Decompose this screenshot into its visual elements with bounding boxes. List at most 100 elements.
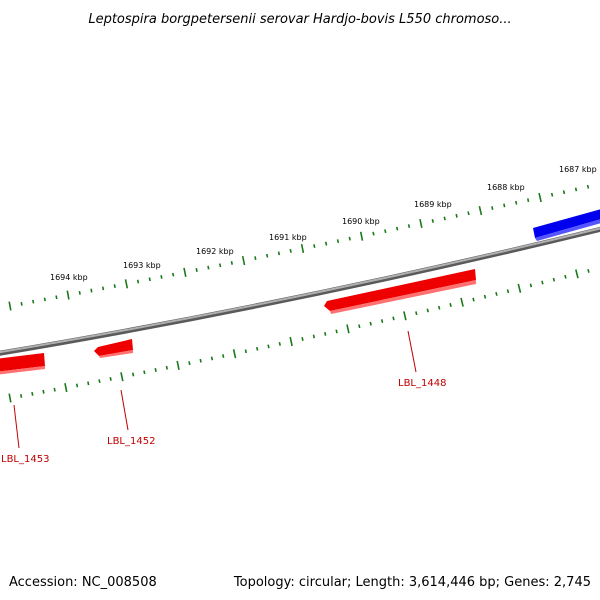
minor-tick [254, 256, 257, 261]
major-tick [8, 301, 12, 311]
minor-tick [154, 368, 157, 372]
minor-tick [53, 387, 56, 392]
minor-tick [472, 297, 475, 302]
major-tick [8, 393, 12, 403]
minor-tick [78, 290, 81, 295]
minor-tick [467, 211, 470, 216]
minor-tick [562, 190, 566, 195]
minor-tick [348, 236, 351, 241]
major-tick [403, 311, 407, 321]
major-tick [517, 283, 522, 293]
scale-label: 1689 kbp [414, 200, 452, 209]
minor-tick [188, 361, 191, 366]
minor-tick [195, 268, 198, 272]
minor-tick [503, 203, 506, 208]
major-tick [176, 360, 180, 370]
minor-tick [55, 295, 58, 300]
minor-tick [172, 272, 175, 277]
minor-tick [335, 329, 338, 334]
minor-tick [491, 206, 494, 210]
minor-tick [586, 184, 590, 189]
minor-tick [515, 200, 518, 205]
major-tick [478, 206, 483, 216]
minor-tick [101, 286, 105, 291]
map-title: Leptospira borgpetersenii serovar Hardjo… [88, 12, 511, 27]
minor-tick [222, 354, 225, 358]
major-tick [183, 267, 187, 277]
gene-label-lbl-1452[interactable]: LBL_1452 [107, 436, 155, 447]
minor-tick [426, 308, 429, 313]
minor-tick [143, 370, 146, 375]
gene-lbl-1452[interactable] [94, 339, 133, 358]
minor-tick [244, 349, 247, 354]
minor-tick [20, 301, 23, 306]
minor-tick [218, 263, 222, 268]
major-tick [120, 372, 124, 382]
minor-tick [415, 311, 418, 316]
minor-tick [301, 337, 304, 341]
scale-label: 1690 kbp [342, 217, 380, 226]
scale-label: 1691 kbp [269, 233, 307, 242]
minor-tick [380, 319, 384, 323]
minor-tick [267, 344, 270, 349]
minor-tick [552, 277, 556, 282]
scale-label: 1687 kbp [559, 165, 597, 174]
minor-tick [90, 288, 93, 293]
minor-tick [449, 303, 452, 307]
minor-tick [160, 275, 163, 279]
minor-tick [148, 277, 151, 282]
minor-tick [541, 280, 544, 285]
minor-tick [384, 229, 387, 234]
minor-tick [431, 219, 434, 223]
scale-label: 1692 kbp [196, 247, 234, 256]
minor-tick [506, 289, 510, 294]
major-tick [232, 349, 237, 359]
gene-lbl-1448[interactable] [324, 269, 476, 314]
minor-tick [230, 261, 233, 265]
minor-tick [113, 284, 116, 289]
minor-tick [20, 394, 23, 398]
gene-reverse[interactable] [533, 208, 600, 241]
major-tick [66, 290, 70, 300]
minor-tick [289, 249, 292, 253]
minor-tick [98, 379, 101, 384]
major-tick [289, 336, 293, 347]
minor-tick [278, 342, 281, 346]
minor-tick [529, 283, 533, 288]
chromosome-backbone [0, 226, 600, 356]
minor-tick [207, 265, 210, 270]
minor-tick [392, 316, 395, 321]
minor-tick [87, 381, 90, 386]
major-tick [419, 218, 423, 229]
minor-tick [527, 198, 530, 203]
minor-tick [483, 294, 487, 299]
minor-tick [199, 358, 202, 363]
minor-tick [407, 224, 411, 228]
major-tick [346, 324, 350, 334]
minor-tick [574, 187, 578, 192]
minor-tick [564, 274, 567, 279]
minor-tick [336, 239, 340, 244]
inner-scale-ticks [8, 269, 590, 403]
gene-label-leaders [13, 330, 417, 449]
minor-tick [210, 356, 214, 361]
minor-tick [266, 253, 269, 258]
outer-scale-ticks [8, 184, 590, 311]
minor-tick [136, 279, 140, 284]
minor-tick [165, 365, 168, 370]
major-tick [575, 269, 579, 279]
minor-tick [455, 213, 458, 218]
minor-tick [372, 231, 375, 236]
topology-summary-text: Topology: circular; Length: 3,614,446 bp… [233, 575, 591, 590]
minor-tick [324, 241, 328, 246]
scale-label: 1694 kbp [50, 273, 88, 282]
major-tick [300, 243, 305, 254]
minor-tick [369, 321, 372, 326]
minor-tick [109, 377, 112, 381]
gene-label-lbl-1448[interactable]: LBL_1448 [398, 378, 446, 389]
gene-label-lbl-1453[interactable]: LBL_1453 [1, 454, 49, 465]
gene-lbl-1453[interactable] [0, 353, 45, 375]
minor-tick [43, 297, 46, 302]
minor-tick [358, 324, 361, 329]
